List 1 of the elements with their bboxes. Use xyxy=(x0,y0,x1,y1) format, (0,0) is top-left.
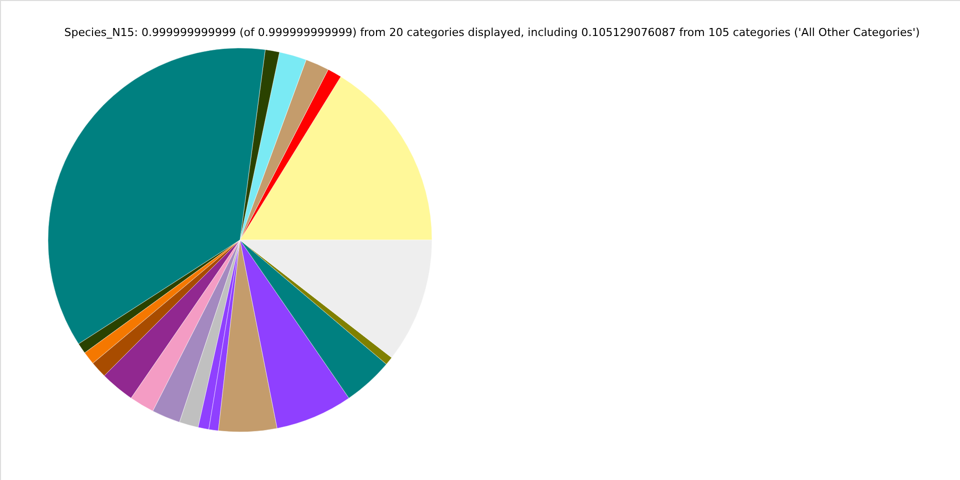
text: Species_N15: 0.999999999999 (of 0.999999999999) from 20 categories displayed, including 0.105129076087 from 105 categories ('All Other Categories') xyxy=(64,26,920,39)
